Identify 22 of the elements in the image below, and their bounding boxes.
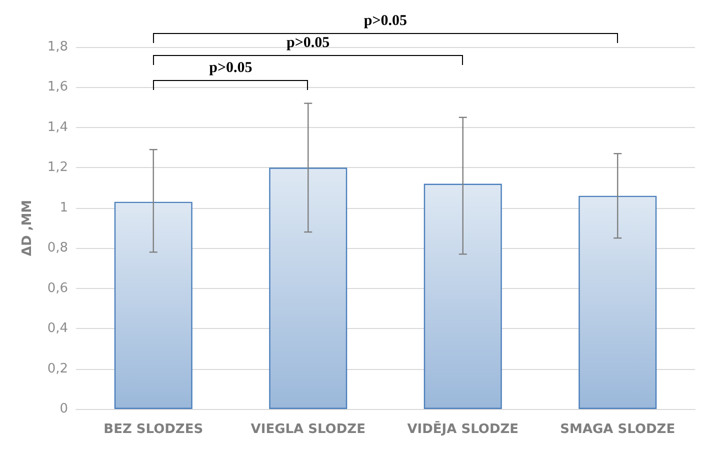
y-axis-title: ΔD ,MM	[20, 200, 35, 256]
y-tick-label: 1,4	[47, 120, 68, 135]
y-tick-label: 1	[60, 200, 68, 216]
y-tick-label: 0	[60, 402, 68, 416]
x-tick-label: VIEGLA SLODZE	[250, 422, 366, 437]
annotation: p>0.05	[286, 35, 331, 52]
y-tick-label: 0,4	[47, 321, 68, 336]
annotation: p>0.05	[208, 60, 254, 77]
x-tick-label: BEZ SLODZES	[104, 422, 204, 437]
y-tick-label: 0,6	[47, 280, 68, 296]
x-tick-label: VIDĒJA SLODZE	[407, 421, 519, 437]
x-tick-label: SMAGA SLODZE	[560, 422, 676, 437]
y-tick-label: 0,8	[47, 240, 68, 256]
bar	[269, 168, 348, 409]
y-tick-label: 1,2	[47, 160, 68, 176]
bar	[578, 196, 657, 409]
bar	[424, 184, 502, 409]
y-tick-label: 1,6	[47, 80, 68, 95]
text: p>0.05	[362, 13, 408, 30]
y-tick-label: 1,8	[47, 40, 68, 54]
bar	[114, 202, 192, 409]
y-tick-label: 0,2	[47, 361, 68, 376]
